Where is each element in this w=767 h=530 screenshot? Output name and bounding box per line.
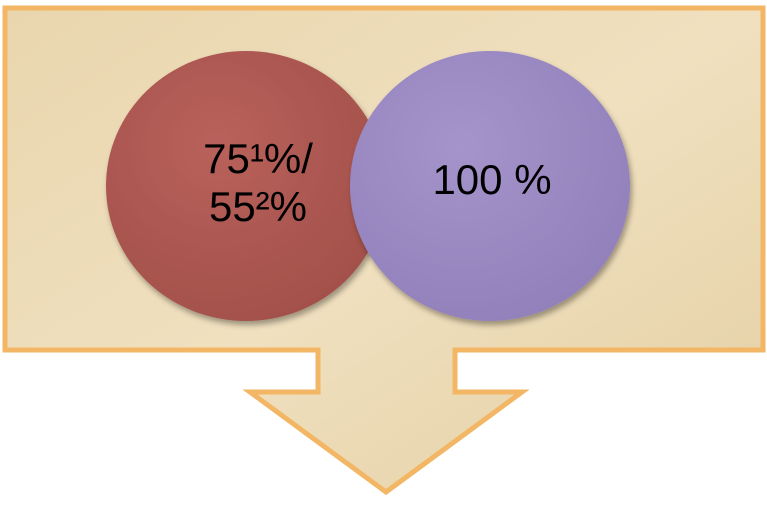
circle-label: 75¹%/: [203, 135, 313, 182]
circle-label: 55²%: [209, 183, 307, 230]
purple-circle: [350, 51, 630, 321]
circle-label: 100 %: [432, 156, 551, 203]
red-circle: [106, 51, 386, 321]
